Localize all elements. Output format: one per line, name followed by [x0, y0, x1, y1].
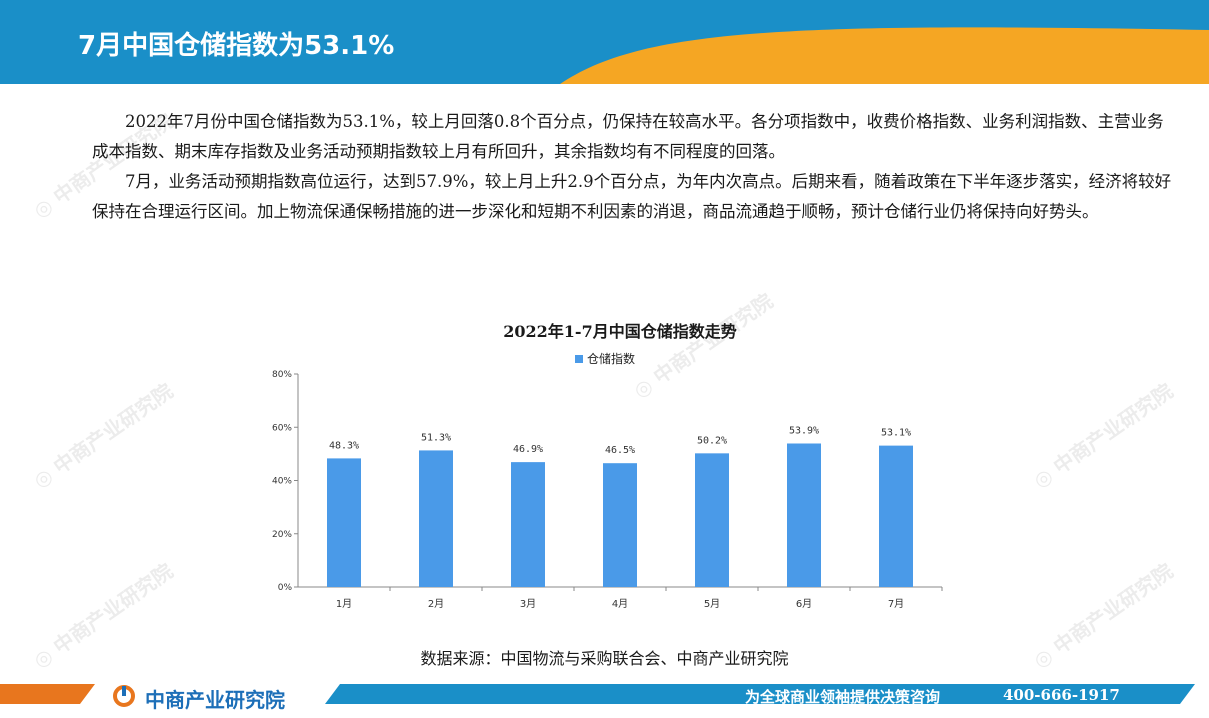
data-label: 46.9%: [513, 444, 543, 455]
bar: [419, 450, 453, 587]
data-label: 50.2%: [697, 435, 727, 446]
page-title: 7月中国仓储指数为53.1%: [78, 31, 395, 61]
logo-icon: [113, 685, 135, 707]
chart-svg: 0% 20% 40% 60% 80% 48.3% 1月 51.3% 2月 46.9% 3月 46.5%…: [272, 370, 943, 610]
bar: [327, 458, 361, 587]
footer-orange-block: [0, 684, 95, 704]
y-tick-label: 20%: [272, 530, 292, 540]
header-orange-swoosh: [560, 27, 1209, 84]
logo-text: 中商产业研究院: [145, 688, 285, 712]
footer-background: [0, 684, 1195, 704]
chart: 2022年1-7月中国仓储指数走势 仓储指数 0% 20% 40% 60% 80% 48.…: [270, 310, 970, 620]
bar: [787, 443, 821, 587]
chart-title: 2022年1-7月中国仓储指数走势: [503, 322, 737, 341]
watermark: ◎ 中商产业研究院: [1028, 378, 1178, 493]
footer-slogan: 为全球商业领袖提供决策咨询: [745, 688, 941, 706]
data-label: 48.3%: [329, 440, 359, 451]
y-tick-label: 0%: [278, 583, 293, 593]
data-label: 46.5%: [605, 445, 635, 456]
header-background: [0, 0, 1209, 90]
x-tick-label: 1月: [336, 598, 352, 610]
x-tick-label: 3月: [520, 598, 536, 610]
chart-legend: 仓储指数: [575, 350, 635, 367]
x-tick-label: 6月: [796, 598, 812, 610]
footer-phone: 400-666-1917: [1003, 686, 1120, 704]
x-tick-label: 7月: [888, 598, 904, 610]
x-tick-label: 5月: [704, 598, 720, 610]
bar: [603, 463, 637, 587]
y-tick-label: 60%: [272, 423, 292, 433]
legend-label: 仓储指数: [587, 352, 636, 366]
data-label: 53.1%: [881, 428, 911, 439]
y-tick-label: 40%: [272, 477, 292, 487]
header-band: 7月中国仓储指数为53.1%: [0, 0, 1209, 90]
x-tick-label: 4月: [612, 598, 628, 610]
footer-blue-block: [325, 684, 1195, 704]
bar: [511, 462, 545, 587]
x-tick-label: 2月: [428, 598, 444, 610]
data-label: 51.3%: [421, 432, 451, 443]
watermark: ◎ 中商产业研究院: [28, 378, 178, 493]
footer-band: [0, 678, 1209, 718]
bar: [695, 453, 729, 587]
legend-swatch: [575, 354, 583, 363]
paragraph-2: 7月，业务活动预期指数高位运行，达到57.9%，较上月上升2.9个百分点，为年内…: [92, 172, 1172, 221]
data-label: 53.9%: [789, 425, 819, 436]
y-tick-label: 80%: [272, 370, 292, 380]
body-text: 2022年7月份中国仓储指数为53.1%，较上月回落0.8个百分点，仍保持在较高…: [92, 107, 1177, 227]
data-source: 数据来源：中国物流与采购联合会、中商产业研究院: [420, 649, 789, 668]
bar: [879, 445, 913, 587]
paragraph-1: 2022年7月份中国仓储指数为53.1%，较上月回落0.8个百分点，仍保持在较高…: [92, 112, 1164, 161]
